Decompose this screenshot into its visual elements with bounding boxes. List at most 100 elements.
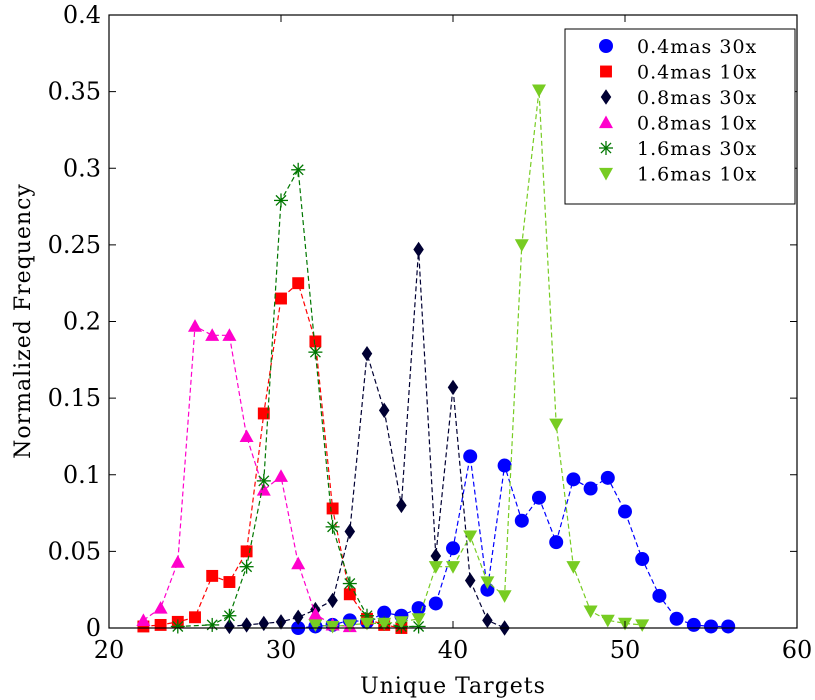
series-1-point-24: [704, 619, 718, 634]
series-6-point-13: [532, 84, 546, 98]
series-5-point-8: [325, 519, 340, 534]
legend-item-5: 1.6mas 30x: [599, 138, 757, 160]
x-tick-label-0: 20: [94, 636, 125, 664]
series-6-point-0: [308, 619, 323, 632]
legend-item-4: 0.8mas 10x: [599, 113, 756, 135]
legend-marker-5-point-0: [599, 141, 613, 155]
series-2-point-11: [326, 502, 339, 515]
series-3: [224, 241, 510, 636]
series-2-point-3: [189, 611, 201, 624]
series-1-point-18: [600, 470, 615, 485]
series-6-point-8: [446, 561, 460, 574]
legend-marker-1-point-0: [599, 39, 613, 53]
x-tick-label-4: 60: [782, 636, 813, 664]
legend-label-3: 0.8mas 30x: [637, 87, 757, 109]
legend-marker-2-point-0: [600, 65, 612, 78]
series-1-point-23: [686, 617, 701, 632]
series-4-point-4: [205, 328, 220, 341]
series-layer: [136, 84, 736, 636]
series-2-point-10: [309, 335, 322, 348]
series-3-point-12: [430, 548, 442, 564]
y-tick-label-7: 0.35: [48, 78, 101, 106]
series-3-point-10: [396, 497, 407, 514]
series-4-point-10: [308, 607, 323, 620]
series-2: [137, 277, 408, 634]
series-1-point-14: [532, 490, 546, 505]
y-tick-label-6: 0.3: [63, 154, 101, 182]
series-1-point-21: [652, 588, 667, 603]
series-1-point-13: [514, 513, 529, 528]
series-6-line: [315, 90, 643, 628]
legend-marker-6-point-0: [599, 167, 613, 181]
series-1-point-16: [566, 472, 581, 487]
legend-marker-3-point-0: [600, 89, 612, 105]
series-4-point-3: [188, 319, 202, 332]
y-tick-label-4: 0.2: [63, 308, 101, 336]
legend-label-2: 0.4mas 10x: [637, 62, 757, 84]
x-tick-label-3: 50: [610, 636, 641, 664]
series-2-point-1: [154, 618, 167, 631]
series-4-point-0: [136, 613, 151, 626]
series-4-point-1: [153, 601, 168, 614]
series-6-point-1: [325, 620, 340, 634]
series-4-point-2: [170, 555, 185, 568]
legend-label-5: 1.6mas 30x: [637, 138, 757, 160]
y-axis-title: Normalized Frequency: [11, 183, 36, 459]
series-6-point-16: [583, 605, 598, 619]
legend-item-6: 1.6mas 10x: [599, 164, 757, 186]
series-1-point-10: [463, 449, 478, 464]
series-4-point-9: [291, 556, 306, 570]
legend-item-1: 0.4mas 30x: [599, 36, 756, 58]
series-1-point-5: [377, 605, 392, 620]
series-1-point-25: [721, 619, 736, 634]
series-5-point-7: [308, 345, 323, 360]
series-6-point-10: [480, 576, 495, 590]
series-1-point-17: [583, 481, 598, 496]
series-5-point-3: [239, 559, 254, 574]
series-3-point-9: [378, 402, 390, 419]
legend: 0.4mas 30x 0.4mas 10x 0.8mas 30x 0.8mas 10x…: [564, 28, 796, 205]
series-3-point-7: [344, 523, 356, 540]
y-tick-label-2: 0.1: [63, 461, 101, 489]
series-3-point-11: [413, 241, 424, 258]
series-3-point-14: [464, 572, 476, 589]
legend-item-2: 0.4mas 10x: [600, 62, 757, 84]
y-tick-label-8: 0.4: [63, 1, 101, 29]
series-6: [308, 84, 650, 634]
series-2-point-6: [240, 545, 253, 558]
legend-label-6: 1.6mas 10x: [637, 164, 757, 186]
x-axis-title: Unique Targets: [360, 674, 546, 699]
series-2-point-4: [206, 569, 219, 582]
series-1-point-7: [411, 601, 426, 616]
series-5-point-0: [170, 619, 185, 634]
series-4: [136, 319, 357, 633]
series-6-point-7: [428, 561, 443, 574]
series-6-point-14: [549, 418, 564, 432]
series-3-point-1: [241, 617, 252, 633]
series-1-point-12: [497, 458, 512, 473]
series-5-point-2: [222, 608, 237, 623]
series-3-point-0: [224, 618, 235, 635]
series-1-line: [298, 456, 729, 629]
x-tick-label-2: 40: [438, 636, 469, 664]
series-6-point-19: [635, 619, 650, 632]
series-4-line: [143, 325, 350, 628]
series-6-point-2: [342, 619, 357, 632]
series-6-point-4: [377, 617, 392, 631]
y-tick-label-1: 0.05: [48, 537, 101, 565]
series-6-point-3: [360, 617, 374, 631]
series-4-point-7: [256, 483, 271, 496]
series-3-point-15: [482, 612, 493, 629]
ticks-layer: 20 30 40 50 60 0 0.05 0.1 0.15 0.2 0.25 0.3 0.35 0.4: [48, 1, 813, 664]
series-6-point-15: [566, 561, 581, 574]
series-1-point-19: [618, 504, 632, 519]
series-5-point-4: [256, 473, 271, 488]
series-3-point-2: [258, 615, 270, 632]
series-6-point-9: [463, 530, 478, 544]
y-tick-label-5: 0.25: [48, 231, 101, 259]
series-6-point-11: [497, 590, 512, 603]
series-3-point-13: [447, 379, 459, 396]
series-5-point-6: [291, 162, 306, 177]
series-5-point-1: [205, 617, 220, 632]
